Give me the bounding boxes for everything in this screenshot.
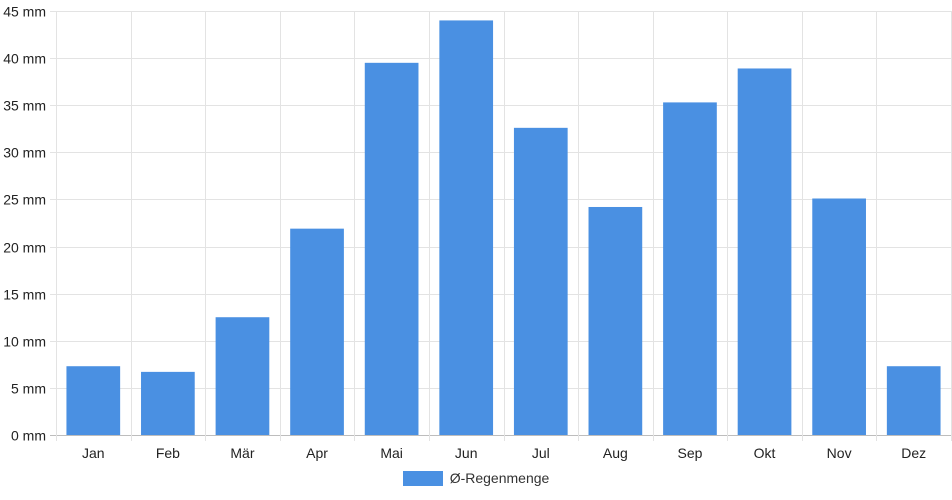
- y-tick-label: 45 mm: [3, 4, 46, 20]
- legend[interactable]: Ø-Regenmenge: [0, 470, 952, 486]
- bar-5[interactable]: [439, 20, 493, 435]
- x-tick-label: Mär: [230, 445, 254, 461]
- y-tick-label: 20 mm: [3, 240, 46, 256]
- y-tick-label: 35 mm: [3, 98, 46, 114]
- bar-4[interactable]: [365, 63, 419, 435]
- y-tick-label: 25 mm: [3, 192, 46, 208]
- x-tick-label: Jan: [82, 445, 105, 461]
- x-tick-label: Jun: [455, 445, 478, 461]
- legend-label: Ø-Regenmenge: [450, 470, 550, 486]
- y-tick-label: 10 mm: [3, 334, 46, 350]
- x-tick-label: Dez: [901, 445, 926, 461]
- x-tick-label: Mai: [380, 445, 403, 461]
- bar-11[interactable]: [887, 366, 941, 435]
- bar-2[interactable]: [216, 317, 270, 435]
- bar-8[interactable]: [663, 102, 717, 435]
- x-tick-label: Feb: [156, 445, 180, 461]
- bars: [66, 20, 940, 435]
- x-tick-label: Nov: [827, 445, 852, 461]
- bar-10[interactable]: [812, 199, 866, 435]
- y-tick-label: 30 mm: [3, 145, 46, 161]
- bar-3[interactable]: [290, 229, 344, 435]
- y-tick-label: 15 mm: [3, 287, 46, 303]
- x-tick-label: Sep: [677, 445, 702, 461]
- y-tick-label: 0 mm: [11, 428, 46, 444]
- y-axis-ticks: 0 mm 5 mm 10 mm 15 mm 20 mm 25 mm 30 mm 35 mm 40…: [3, 4, 46, 444]
- bar-9[interactable]: [738, 68, 792, 435]
- legend-swatch: [403, 471, 443, 486]
- x-tick-label: Okt: [754, 445, 776, 461]
- x-axis-ticks: Jan Feb Mär Apr Mai Jun Jul Aug Sep Okt Nov Dez: [82, 445, 926, 461]
- bar-0[interactable]: [66, 366, 120, 435]
- y-tick-label: 5 mm: [11, 381, 46, 397]
- x-tick-label: Apr: [306, 445, 328, 461]
- bar-1[interactable]: [141, 372, 195, 435]
- bar-chart: 0 mm 5 mm 10 mm 15 mm 20 mm 25 mm 30 mm 35 mm 40…: [0, 0, 952, 470]
- x-tick-label: Aug: [603, 445, 628, 461]
- x-tick-label: Jul: [532, 445, 550, 461]
- bar-7[interactable]: [589, 207, 643, 435]
- y-tick-label: 40 mm: [3, 51, 46, 67]
- bar-6[interactable]: [514, 128, 568, 435]
